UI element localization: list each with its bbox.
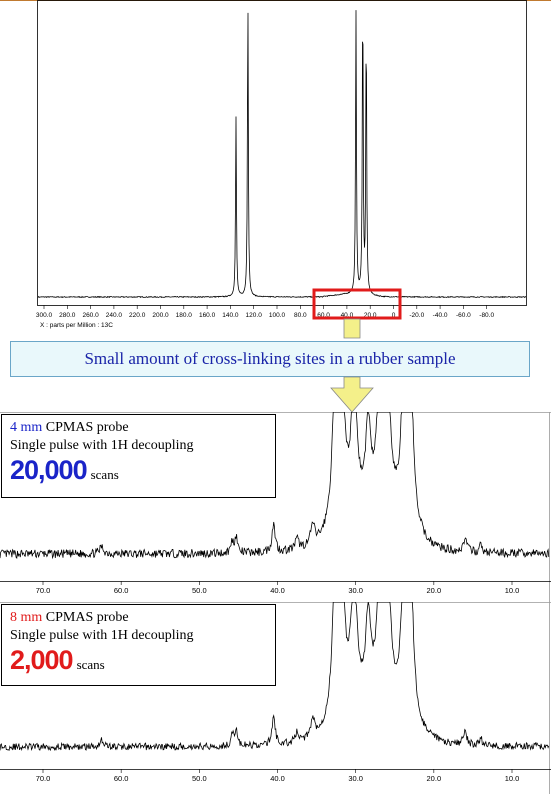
- top-tick-label: 240.0: [106, 312, 123, 319]
- zoom-tick-label: 10.0: [505, 586, 520, 595]
- zoom-tick-label: 40.0: [270, 586, 285, 595]
- scans-unit-4mm: scans: [90, 467, 119, 482]
- zoom-tick-label: 30.0: [348, 774, 363, 783]
- zoom-tick-label: 20.0: [427, 586, 442, 595]
- top-tick-label: 220.0: [129, 312, 146, 319]
- probe-line-8mm: 8 mm CPMAS probe: [10, 609, 267, 627]
- top-tick-label: -60.0: [456, 312, 471, 319]
- scans-line-4mm: 20,000 scans: [10, 455, 267, 490]
- zoom-tick-label: 70.0: [36, 586, 51, 595]
- zoom-tick-label: 60.0: [114, 586, 129, 595]
- spectrum-8mm-panel: 70.0 60.0 50.0 40.0 30.0 20.0 10.0 8 mm CPMAS …: [0, 602, 551, 794]
- top-tick-label: 300.0: [36, 312, 53, 319]
- top-tick-label: 120.0: [246, 312, 263, 319]
- probe-line-4mm: 4 mm CPMAS probe: [10, 419, 267, 437]
- zoom-tick-label: 50.0: [192, 586, 207, 595]
- scans-count-4mm: 20,000: [10, 455, 88, 485]
- probe-label-4mm: CPMAS probe: [42, 420, 129, 435]
- zoom-tick-label: 40.0: [270, 774, 285, 783]
- top-tick-label: 0: [392, 312, 396, 319]
- zoom-tick-label: 30.0: [348, 586, 363, 595]
- top-tick-label: 260.0: [82, 312, 99, 319]
- spectrum-4mm-panel: 70.0 60.0 50.0 40.0 30.0 20.0 10.0 4 mm CPMAS …: [0, 412, 551, 602]
- top-x-axis-label: X : parts per Million : 13C: [40, 322, 113, 329]
- top-tick-label: 40.0: [341, 312, 354, 319]
- zoom-tick-label: 10.0: [505, 774, 520, 783]
- method-text-8mm: Single pulse with 1H decoupling: [10, 628, 194, 643]
- top-tick-label: -40.0: [433, 312, 448, 319]
- top-tick-label: 200.0: [152, 312, 169, 319]
- spectrum-8mm-plot: 70.0 60.0 50.0 40.0 30.0 20.0 10.0: [0, 602, 551, 794]
- info-box-8mm: 8 mm CPMAS probe Single pulse with 1H de…: [1, 604, 276, 686]
- top-tick-label: 80.0: [294, 312, 307, 319]
- top-tick-label: 180.0: [176, 312, 193, 319]
- top-tick-label: 280.0: [59, 312, 76, 319]
- top-tick-label: -20.0: [409, 312, 424, 319]
- method-text-4mm: Single pulse with 1H decoupling: [10, 438, 194, 453]
- zoom-tick-label: 20.0: [427, 774, 442, 783]
- info-box-4mm: 4 mm CPMAS probe Single pulse with 1H de…: [1, 414, 276, 498]
- zoom-tick-label: 60.0: [114, 774, 129, 783]
- scans-unit-8mm: scans: [76, 657, 105, 672]
- top-spectrum-panel: 300.0 280.0 260.0 240.0 220.0 200.0 180.0 160.0…: [0, 0, 551, 335]
- scans-line-8mm: 2,000 scans: [10, 645, 267, 680]
- spectrum-4mm-plot: 70.0 60.0 50.0 40.0 30.0 20.0 10.0: [0, 412, 551, 602]
- top-tick-label: 20.0: [364, 312, 377, 319]
- top-tick-label: 60.0: [317, 312, 330, 319]
- zoom-tick-label: 70.0: [36, 774, 51, 783]
- probe-size-4mm: 4 mm: [10, 420, 43, 435]
- probe-size-8mm: 8 mm: [10, 610, 43, 625]
- top-tick-label: 100.0: [269, 312, 286, 319]
- probe-label-8mm: CPMAS probe: [42, 610, 129, 625]
- banner: Small amount of cross-linking sites in a…: [10, 341, 530, 377]
- top-spectrum-plot: 300.0 280.0 260.0 240.0 220.0 200.0 180.0 160.0…: [0, 0, 551, 320]
- zoom-tick-label: 50.0: [192, 774, 207, 783]
- top-tick-label: 160.0: [199, 312, 216, 319]
- top-tick-label: 140.0: [222, 312, 239, 319]
- highlight-region-box: [312, 288, 402, 320]
- scans-count-8mm: 2,000: [10, 645, 74, 675]
- top-tick-label: -80.0: [479, 312, 494, 319]
